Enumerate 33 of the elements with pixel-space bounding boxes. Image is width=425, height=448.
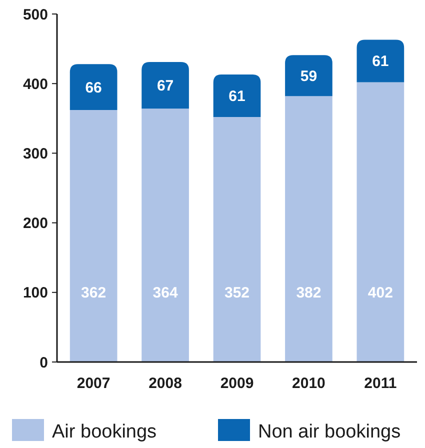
bar <box>70 64 118 110</box>
data-label: 59 <box>300 68 318 85</box>
y-tick-label: 200 <box>22 215 48 232</box>
data-label: 61 <box>372 53 389 70</box>
bar <box>356 82 404 362</box>
data-label: 382 <box>296 284 322 302</box>
data-label: 362 <box>81 284 106 302</box>
y-tick-label: 500 <box>22 6 48 24</box>
x-tick-label: 2007 <box>76 375 110 392</box>
x-tick-label: 2009 <box>220 375 254 392</box>
bar <box>213 117 261 362</box>
bar <box>356 40 404 82</box>
x-tick-label: 2011 <box>364 375 397 392</box>
bar <box>70 110 118 362</box>
data-label: 61 <box>228 88 246 106</box>
bar <box>285 55 332 96</box>
bar <box>213 74 261 118</box>
x-tick-label: 2010 <box>292 375 326 392</box>
y-tick-label: 0 <box>40 354 48 372</box>
data-label: 364 <box>152 284 178 302</box>
legend-label: Non air bookings <box>258 422 401 443</box>
data-label: 352 <box>224 284 250 302</box>
bar <box>142 108 189 362</box>
data-label: 66 <box>85 79 102 96</box>
data-label: 67 <box>156 78 174 95</box>
bar <box>285 96 332 362</box>
data-label: 402 <box>368 284 393 302</box>
y-tick-label: 300 <box>22 145 48 162</box>
y-tick-label: 400 <box>22 76 48 93</box>
y-tick-label: 100 <box>22 284 48 302</box>
bar <box>142 62 189 109</box>
x-tick-label: 2008 <box>148 375 182 392</box>
legend-label: Air bookings <box>52 422 157 443</box>
